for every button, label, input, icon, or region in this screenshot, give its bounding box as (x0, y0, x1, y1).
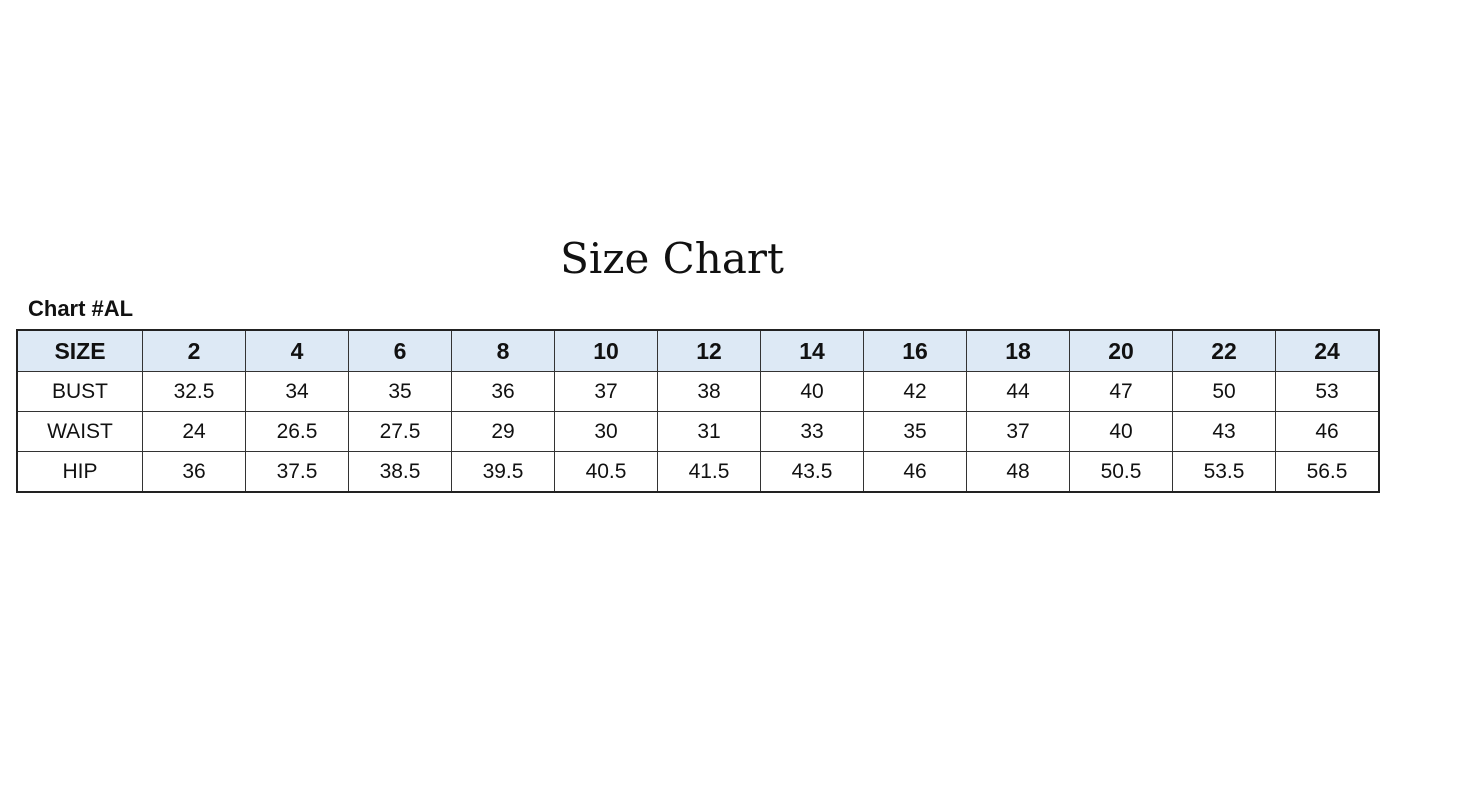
measurement-cell: 46 (1275, 411, 1380, 452)
row-label: BUST (16, 371, 143, 412)
page-title: Size Chart (560, 234, 784, 283)
measurement-cell: 24 (142, 411, 246, 452)
measurement-cell: 42 (863, 371, 967, 412)
measurement-cell: 39.5 (451, 451, 555, 493)
size-column-header: 8 (451, 329, 555, 372)
chart-label: Chart #AL (28, 296, 134, 321)
measurement-cell: 41.5 (657, 451, 761, 493)
size-table: SIZE 2 4 6 8 10 12 14 16 18 20 22 24 BUST 32.5 34 35 36 3… (16, 329, 1380, 493)
measurement-cell: 53.5 (1172, 451, 1276, 493)
measurement-cell: 29 (451, 411, 555, 452)
measurement-cell: 43 (1172, 411, 1276, 452)
measurement-cell: 38.5 (348, 451, 452, 493)
size-column-header: 12 (657, 329, 761, 372)
size-column-header: 10 (554, 329, 658, 372)
measurement-cell: 50.5 (1069, 451, 1173, 493)
measurement-cell: 27.5 (348, 411, 452, 452)
size-column-header: 18 (966, 329, 1070, 372)
measurement-cell: 35 (863, 411, 967, 452)
header-row: SIZE 2 4 6 8 10 12 14 16 18 20 22 24 (16, 329, 1380, 372)
size-column-header: 22 (1172, 329, 1276, 372)
size-column-header: 20 (1069, 329, 1173, 372)
measurement-cell: 43.5 (760, 451, 864, 493)
measurement-cell: 40 (760, 371, 864, 412)
table-row: BUST 32.5 34 35 36 37 38 40 42 44 47 50 53 (16, 371, 1380, 412)
measurement-cell: 26.5 (245, 411, 349, 452)
measurement-cell: 34 (245, 371, 349, 412)
measurement-cell: 30 (554, 411, 658, 452)
measurement-cell: 37 (554, 371, 658, 412)
measurement-cell: 36 (451, 371, 555, 412)
measurement-cell: 35 (348, 371, 452, 412)
measurement-cell: 46 (863, 451, 967, 493)
measurement-cell: 50 (1172, 371, 1276, 412)
measurement-cell: 37 (966, 411, 1070, 452)
measurement-cell: 33 (760, 411, 864, 452)
measurement-cell: 32.5 (142, 371, 246, 412)
measurement-cell: 47 (1069, 371, 1173, 412)
measurement-cell: 56.5 (1275, 451, 1380, 493)
measurement-cell: 31 (657, 411, 761, 452)
size-column-header: 6 (348, 329, 452, 372)
measurement-cell: 48 (966, 451, 1070, 493)
measurement-cell: 53 (1275, 371, 1380, 412)
measurement-cell: 36 (142, 451, 246, 493)
size-column-header: 2 (142, 329, 246, 372)
row-label: HIP (16, 451, 143, 493)
row-label: WAIST (16, 411, 143, 452)
size-header: SIZE (16, 329, 143, 372)
measurement-cell: 40.5 (554, 451, 658, 493)
measurement-cell: 44 (966, 371, 1070, 412)
table-row: HIP 36 37.5 38.5 39.5 40.5 41.5 43.5 46 48 50.5 53.… (16, 451, 1380, 493)
size-column-header: 4 (245, 329, 349, 372)
table-row: WAIST 24 26.5 27.5 29 30 31 33 35 37 40 43 46 (16, 411, 1380, 452)
measurement-cell: 40 (1069, 411, 1173, 452)
size-column-header: 14 (760, 329, 864, 372)
size-column-header: 24 (1275, 329, 1380, 372)
measurement-cell: 38 (657, 371, 761, 412)
size-column-header: 16 (863, 329, 967, 372)
measurement-cell: 37.5 (245, 451, 349, 493)
